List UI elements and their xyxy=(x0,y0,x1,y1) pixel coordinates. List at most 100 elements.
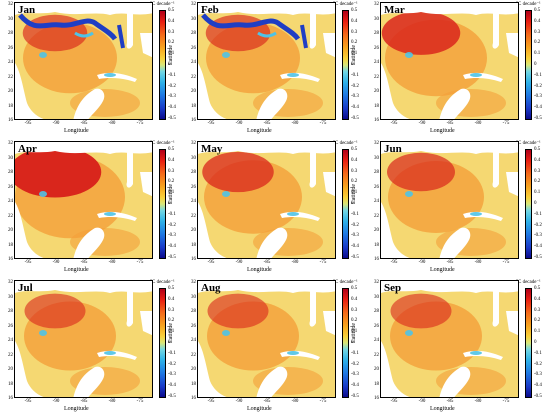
x-tick-label: -85 xyxy=(446,260,454,265)
month-label: Feb xyxy=(201,4,219,16)
y-tick-label: 32 xyxy=(374,2,379,7)
map-panel-jun: Jun Latitude 32 30 28 26 24 22 20 18 16 -95 -90 -85 -8… xyxy=(351,139,549,278)
x-axis-label: Longitude xyxy=(247,406,272,412)
colorbar-tick-label: -0.2 xyxy=(351,83,359,89)
y-tick-label: 20 xyxy=(191,228,196,233)
colorbar-tick-label: -0.3 xyxy=(168,372,176,378)
y-tick-label: 26 xyxy=(191,323,196,329)
month-label: May xyxy=(201,143,223,155)
colorbar-tick-label: 0.2 xyxy=(534,179,541,185)
colorbar-tick-label: 0 xyxy=(534,340,537,345)
y-tick-label: 30 xyxy=(191,16,196,22)
colorbar-unit-label: °C decade⁻¹ xyxy=(333,280,358,285)
map-panel-jul: JulLatitude323028262422201816-95-90-85-8… xyxy=(0,278,183,417)
y-tick-label: 24 xyxy=(8,199,13,204)
x-tick-label: -95 xyxy=(390,399,398,404)
y-tick-label: 24 xyxy=(191,338,196,343)
colorbar-tick-label: 0.4 xyxy=(534,157,541,163)
month-label: Aug xyxy=(201,282,221,294)
x-tick-label: -95 xyxy=(390,260,398,265)
colorbar-tick-label: -0.1 xyxy=(534,72,542,78)
x-tick-label: -90 xyxy=(52,399,60,404)
x-tick-label: -95 xyxy=(207,399,215,404)
month-label: Apr xyxy=(18,143,37,155)
colorbar-tick-label: 0 xyxy=(351,62,354,67)
colorbar-tick-label: -0.4 xyxy=(534,383,542,389)
y-tick-label: 16 xyxy=(8,257,13,262)
colorbar-tick-label: -0.5 xyxy=(534,116,542,121)
y-tick-label: 30 xyxy=(8,294,13,300)
y-tick-label: 16 xyxy=(8,118,13,123)
y-tick-label: 18 xyxy=(8,242,13,248)
x-tick-label: -80 xyxy=(291,399,299,404)
y-tick-label: 32 xyxy=(374,141,379,146)
colorbar-tick-label: 0.1 xyxy=(351,190,358,196)
y-tick-label: 28 xyxy=(374,31,379,36)
colorbar xyxy=(159,10,166,120)
y-tick-label: 22 xyxy=(8,74,13,80)
y-tick-label: 28 xyxy=(191,170,196,175)
sst-trend-map xyxy=(197,2,336,120)
x-tick-label: -80 xyxy=(474,260,482,265)
colorbar-tick-label: -0.3 xyxy=(534,94,542,100)
colorbar-tick-label: 0.2 xyxy=(168,40,175,46)
colorbar-tick-label: -0.2 xyxy=(168,222,176,228)
y-tick-label: 20 xyxy=(8,367,13,372)
colorbar xyxy=(525,10,532,120)
x-tick-label: -90 xyxy=(235,260,243,265)
y-tick-label: 24 xyxy=(374,338,379,343)
sst-trend-map xyxy=(380,141,519,259)
x-tick-label: -75 xyxy=(502,121,510,126)
y-tick-label: 30 xyxy=(374,294,379,300)
colorbar-tick-label: 0.4 xyxy=(534,296,541,302)
x-tick-label: -95 xyxy=(207,121,215,126)
colorbar-tick-label: 0.5 xyxy=(168,147,175,152)
x-tick-label: -75 xyxy=(136,260,144,265)
y-tick-label: 32 xyxy=(191,141,196,146)
colorbar-tick-label: 0 xyxy=(168,340,171,345)
x-axis-label: Longitude xyxy=(64,267,89,273)
colorbar-tick-label: -0.4 xyxy=(534,244,542,250)
colorbar-tick-label: -0.5 xyxy=(351,394,359,399)
colorbar-tick-label: 0 xyxy=(168,201,171,206)
colorbar-tick-label: 0.1 xyxy=(351,51,358,57)
colorbar-tick-label: 0.4 xyxy=(351,18,358,24)
x-axis-label: Longitude xyxy=(247,128,272,134)
x-tick-label: -80 xyxy=(291,260,299,265)
colorbar-tick-label: -0.5 xyxy=(168,116,176,121)
map-panel-sep: Sep Latitude 32 30 28 26 24 22 20 18 16 -95 -90 -85 -8… xyxy=(351,278,549,417)
colorbar-tick-label: 0.2 xyxy=(351,318,358,324)
colorbar-tick-label: 0.1 xyxy=(534,190,541,196)
colorbar-tick-label: 0.2 xyxy=(168,318,175,324)
colorbar-tick-label: 0.2 xyxy=(168,179,175,185)
x-axis-label: Longitude xyxy=(430,267,455,273)
colorbar-unit-label: °C decade⁻¹ xyxy=(516,2,541,7)
colorbar-unit-label: °C decade⁻¹ xyxy=(333,2,358,7)
x-tick-label: -95 xyxy=(24,121,32,126)
y-tick-label: 18 xyxy=(191,242,196,248)
y-tick-label: 16 xyxy=(8,396,13,401)
x-axis-label: Longitude xyxy=(430,406,455,412)
y-tick-label: 18 xyxy=(374,381,379,387)
x-tick-label: -90 xyxy=(418,121,426,126)
y-tick-label: 20 xyxy=(8,89,13,94)
colorbar-tick-label: -0.4 xyxy=(534,105,542,111)
colorbar-tick-label: 0.3 xyxy=(168,168,175,174)
y-tick-label: 28 xyxy=(8,309,13,314)
month-label: Jun xyxy=(384,143,402,155)
colorbar xyxy=(525,288,532,398)
y-tick-label: 24 xyxy=(374,60,379,65)
colorbar-tick-label: 0.1 xyxy=(168,190,175,196)
colorbar-tick-label: -0.3 xyxy=(168,233,176,239)
x-tick-label: -85 xyxy=(446,121,454,126)
colorbar-tick-label: -0.3 xyxy=(168,94,176,100)
colorbar-unit-label: °C decade⁻¹ xyxy=(333,141,358,146)
colorbar-tick-label: -0.3 xyxy=(351,372,359,378)
month-label: Jul xyxy=(18,282,33,294)
colorbar-tick-label: 0 xyxy=(351,340,354,345)
y-tick-label: 24 xyxy=(191,199,196,204)
colorbar-tick-label: 0.5 xyxy=(534,286,541,291)
y-tick-label: 18 xyxy=(374,242,379,248)
map-panel-aug: Aug Latitude 32 30 28 26 24 22 20 18 16 -95 -90 -85 -8… xyxy=(168,278,366,417)
y-tick-label: 16 xyxy=(191,396,196,401)
